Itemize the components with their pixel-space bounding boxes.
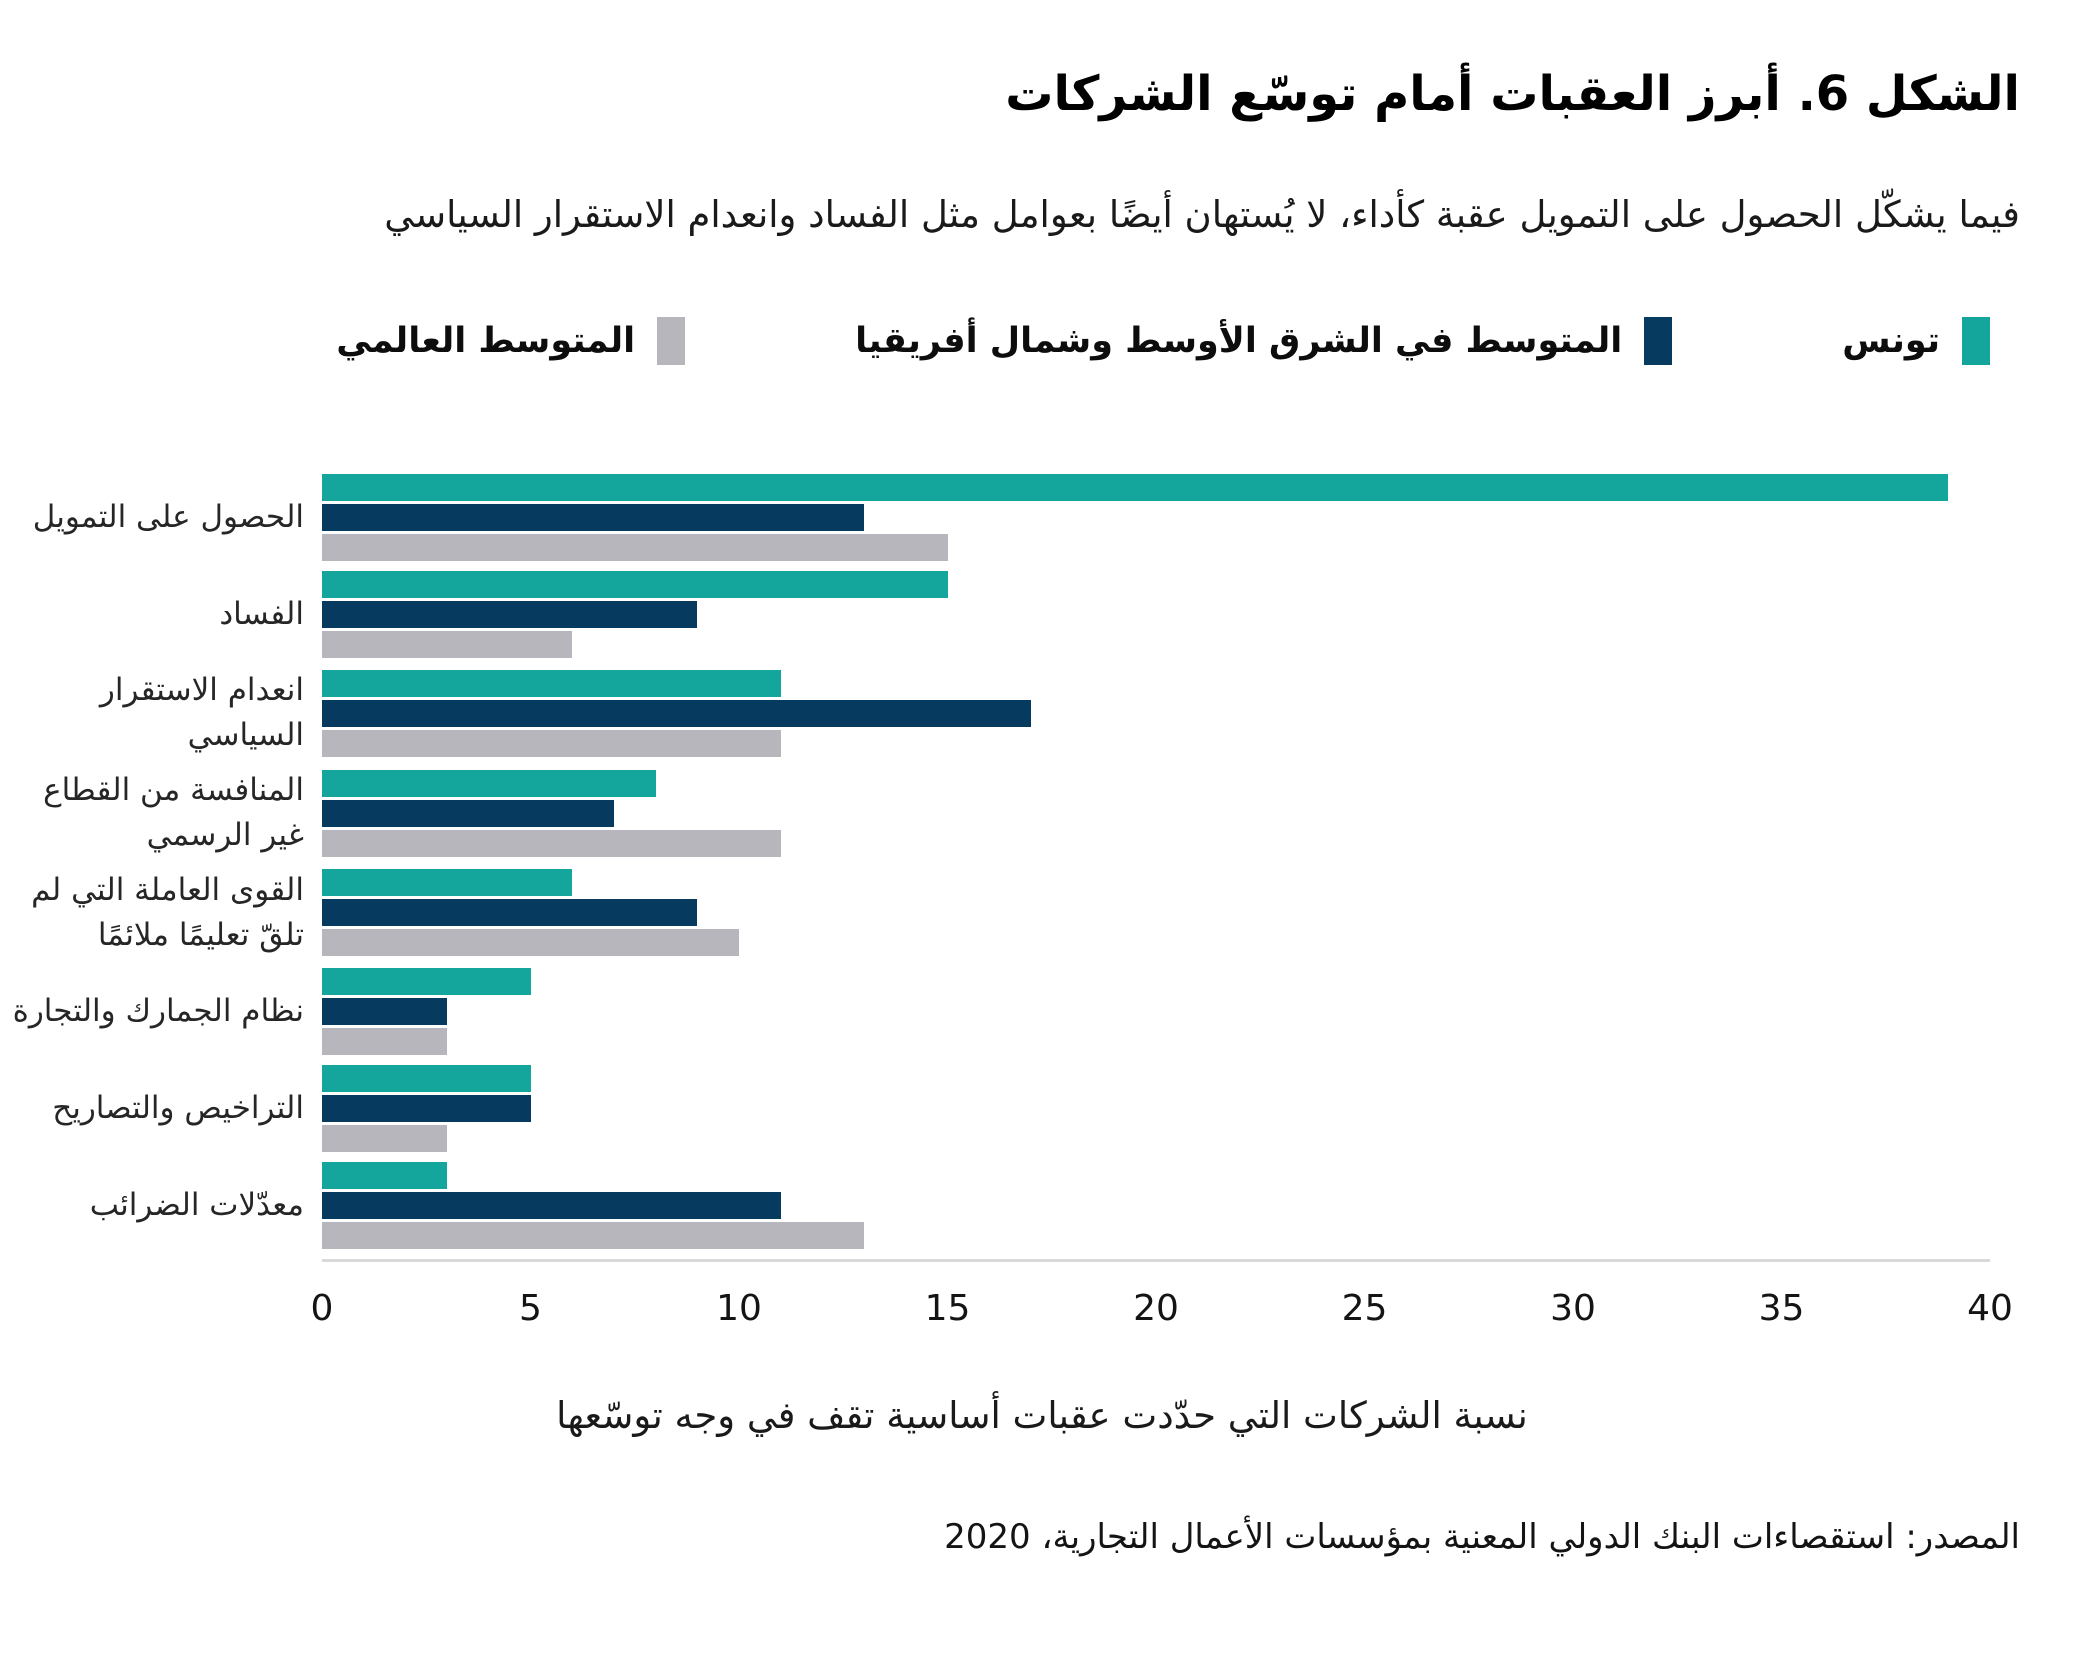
category-row: المنافسة من القطاع غير الرسمي (0, 763, 1990, 863)
category-row: الفساد (0, 566, 1990, 663)
x-tick: 25 (1341, 1287, 1388, 1329)
bar-tunisia (322, 967, 531, 995)
figure-subtitle: فيما يشكّل الحصول على التمويل عقبة كأداء… (384, 192, 2020, 236)
bar-group (322, 669, 1990, 757)
category-row: نظام الجمارك والتجارة (0, 963, 1990, 1060)
category-label: انعدام الاستقرار السياسي (99, 672, 304, 754)
x-tick: 20 (1133, 1287, 1179, 1329)
x-tick: 35 (1758, 1287, 1805, 1329)
bar-tunisia (322, 474, 1949, 502)
bar-mena-average (322, 1094, 531, 1122)
x-tick: 15 (924, 1287, 971, 1329)
legend-swatch-mena-average (1644, 317, 1673, 366)
bar-world-average (322, 929, 739, 957)
bar-tunisia (322, 571, 948, 599)
x-axis-line (322, 1258, 1990, 1262)
category-row: معدّلات الضرائب (0, 1157, 1990, 1254)
bar-world-average (322, 1221, 865, 1249)
bar-tunisia (322, 769, 656, 797)
figure-title: الشكل 6. أبرز العقبات أمام توسّع الشركات (1005, 66, 2020, 122)
bar-tunisia (322, 669, 781, 697)
legend-item-world-average: المتوسط العالمي (336, 317, 686, 366)
bar-tunisia (322, 869, 573, 897)
bar-world-average (322, 631, 573, 659)
category-row: انعدام الاستقرار السياسي (0, 663, 1990, 763)
bar-group (322, 769, 1990, 857)
x-tick: 40 (1967, 1287, 2013, 1329)
x-axis-label: نسبة الشركات التي حدّدت عقبات أساسية تقف… (556, 1393, 1528, 1437)
category-label: التراخيص والتصاريح (52, 1089, 304, 1126)
legend-swatch-world-average (657, 317, 686, 366)
bar-group (322, 1161, 1990, 1249)
x-axis-ticks: 0 5 10 15 20 25 30 35 40 (311, 1287, 2013, 1334)
x-tick: 30 (1550, 1287, 1596, 1329)
bar-group (322, 1064, 1990, 1152)
bar-mena-average (322, 504, 865, 532)
category-label: الحصول على التمويل (32, 499, 304, 536)
source-note: المصدر: استقصاءات البنك الدولي المعنية ب… (944, 1516, 2020, 1557)
bar-group (322, 967, 1990, 1055)
category-label: المنافسة من القطاع غير الرسمي (43, 772, 304, 854)
bar-chart: الحصول على التمويل الفساد انعدام الاستقرار… (0, 469, 2084, 1254)
bar-mena-average (322, 699, 1031, 727)
category-label: القوى العاملة التي لم تلقّ تعليمًا ملائم… (31, 871, 304, 953)
category-label: الفساد (219, 596, 304, 633)
bar-world-average (322, 829, 781, 857)
x-tick: 10 (716, 1287, 762, 1329)
bar-world-average (322, 1027, 448, 1055)
x-tick: 5 (519, 1287, 542, 1329)
legend-label-world-average: المتوسط العالمي (336, 321, 636, 362)
category-label: معدّلات الضرائب (89, 1186, 304, 1223)
bar-tunisia (322, 1161, 448, 1189)
legend-item-mena-average: المتوسط في الشرق الأوسط وشمال أفريقيا (855, 317, 1673, 366)
bar-tunisia (322, 1064, 531, 1092)
bar-group (322, 869, 1990, 957)
category-row: التراخيص والتصاريح (0, 1060, 1990, 1157)
legend-swatch-tunisia (1962, 317, 1990, 366)
x-axis: 0 5 10 15 20 25 30 35 40 (0, 1254, 2084, 1334)
legend-label-mena-average: المتوسط في الشرق الأوسط وشمال أفريقيا (855, 321, 1623, 362)
category-row: القوى العاملة التي لم تلقّ تعليمًا ملائم… (0, 863, 1990, 963)
x-tick: 0 (310, 1287, 334, 1329)
bar-chart-rows: الحصول على التمويل الفساد انعدام الاستقرار… (0, 469, 1990, 1254)
category-row: الحصول على التمويل (0, 469, 1990, 566)
bar-mena-average (322, 601, 698, 629)
legend-item-tunisia: تونس (1842, 317, 1990, 366)
bar-mena-average (322, 997, 448, 1025)
bar-world-average (322, 534, 948, 562)
chart-legend: تونس المتوسط في الشرق الأوسط وشمال أفريقي… (0, 317, 1990, 366)
bar-world-average (322, 729, 781, 757)
bar-group (322, 571, 1990, 659)
bar-mena-average (322, 1191, 781, 1219)
bar-group (322, 474, 1990, 562)
bar-mena-average (322, 899, 698, 927)
legend-label-tunisia: تونس (1842, 321, 1940, 362)
category-label: نظام الجمارك والتجارة (12, 992, 304, 1029)
bar-mena-average (322, 799, 614, 827)
bar-world-average (322, 1124, 448, 1152)
